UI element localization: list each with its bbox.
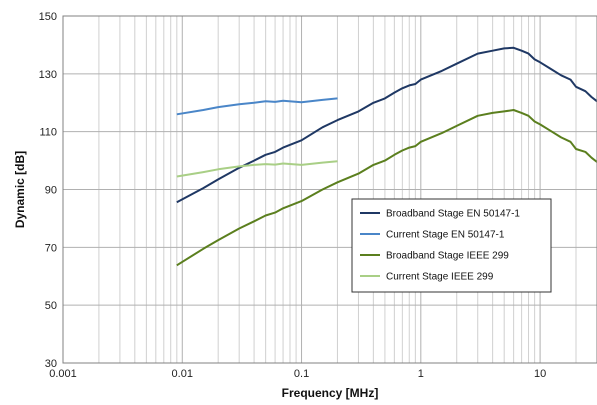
grid (62, 15, 597, 364)
y-tick-label: 50 (45, 300, 57, 312)
legend-label: Broadband Stage IEEE 299 (386, 251, 509, 262)
y-tick-label: 90 (45, 185, 57, 197)
y-tick-label: 110 (39, 127, 57, 139)
y-tick-label: 130 (39, 69, 57, 81)
y-axis-title: Dynamic [dB] (13, 151, 27, 228)
legend-label: Current Stage IEEE 299 (386, 272, 494, 283)
series-line (176, 109, 597, 267)
plot-area-frame (62, 15, 597, 364)
series-line (176, 160, 338, 178)
x-tick-label: 1 (418, 368, 424, 380)
x-tick-label: 0.001 (49, 368, 77, 380)
x-tick-label: 10 (534, 368, 546, 380)
series-line (176, 97, 338, 116)
y-tick-label: 70 (45, 242, 57, 254)
y-tick-label: 150 (39, 11, 57, 23)
legend-label: Current Stage EN 50147-1 (386, 230, 505, 241)
x-tick-label: 0.1 (294, 368, 309, 380)
legend-label: Broadband Stage EN 50147-1 (386, 209, 520, 220)
y-tick-label: 30 (45, 358, 57, 370)
legend: Broadband Stage EN 50147-1 Current Stage … (351, 198, 552, 293)
legend-box (351, 198, 552, 293)
series-line (176, 46, 597, 204)
x-axis-title: Frequency [MHz] (282, 386, 379, 400)
series-lines (176, 46, 597, 267)
x-tick-label: 0.01 (172, 368, 193, 380)
